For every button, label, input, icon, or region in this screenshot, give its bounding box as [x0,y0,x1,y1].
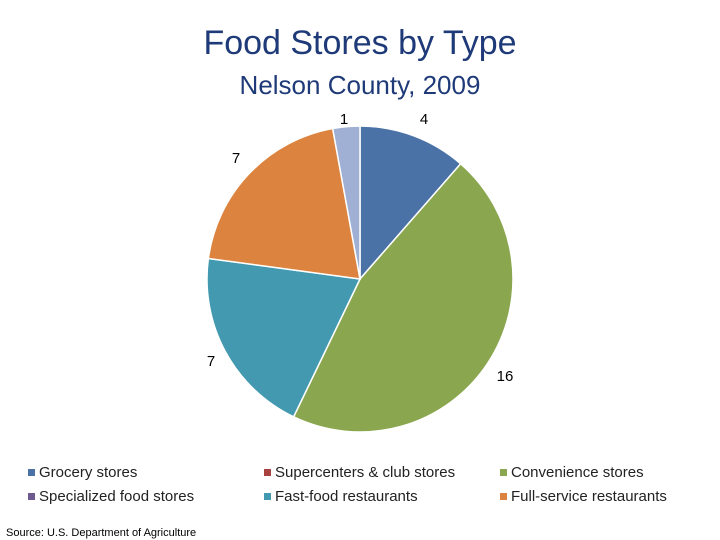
pie-chart: 4 16 7 7 1 [206,111,514,433]
legend-label: Specialized food stores [39,488,195,505]
legend-item-grocery-stores: Grocery stores [28,464,264,481]
data-label-fast-food-restaurants: 7 [207,353,215,370]
data-label-convenience-stores: 16 [497,368,514,385]
legend-item-fast-food-restaurants: Fast-food restaurants [264,488,500,505]
legend-item-convenience-stores: Convenience stores [500,464,718,481]
pie-slice-other [331,125,361,280]
legend-swatch [28,493,35,500]
legend-item-specialized-food-stores: Specialized food stores [28,488,264,505]
pie-slice-convenience-stores [292,162,514,433]
legend-swatch [264,469,271,476]
legend-label: Supercenters & club stores [275,464,456,481]
chart-subtitle: Nelson County, 2009 [239,70,481,100]
legend-swatch [500,469,507,476]
legend-label: Convenience stores [511,464,644,481]
data-label-full-service-restaurants: 7 [232,150,240,167]
legend-swatch [500,493,507,500]
legend-label: Full-service restaurants [511,488,667,505]
pie-slice-full-service-restaurants [207,127,361,280]
legend-item-full-service-restaurants: Full-service restaurants [500,488,718,505]
pie-slice-grocery-stores [359,125,462,281]
data-label-grocery-stores: 4 [420,111,428,128]
legend-swatch [264,493,271,500]
legend-swatch [28,469,35,476]
chart-title: Food Stores by Type [203,24,517,62]
pie-slice-fast-food-restaurants [206,257,362,418]
data-label-other: 1 [340,111,348,128]
source-note: Source: U.S. Department of Agriculture [6,527,197,539]
legend-label: Grocery stores [39,464,138,481]
legend-label: Fast-food restaurants [275,488,418,505]
legend: Grocery stores Supercenters & club store… [28,464,718,505]
legend-item-supercenters: Supercenters & club stores [264,464,500,481]
